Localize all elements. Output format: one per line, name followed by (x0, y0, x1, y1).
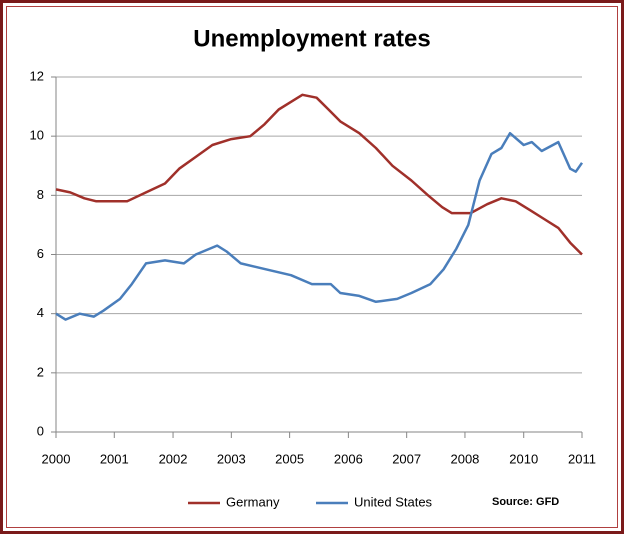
y-tick-label: 8 (37, 187, 44, 202)
series-line (55, 93, 583, 256)
x-tick-label: 2008 (450, 451, 479, 466)
chart-title: Unemployment rates (193, 25, 430, 52)
legend-label: Germany (226, 494, 280, 509)
x-tick-label: 2007 (392, 451, 421, 466)
x-tick-label: 2002 (159, 451, 188, 466)
y-tick-label: 0 (37, 423, 44, 438)
series-line (55, 131, 584, 321)
x-tick-label: 2010 (509, 451, 538, 466)
legend-label: United States (354, 494, 433, 509)
y-tick-label: 12 (30, 68, 44, 83)
x-tick-label: 2005 (275, 451, 304, 466)
source-note: Source: GFD (492, 496, 559, 508)
x-tick-label: 2011 (568, 451, 596, 466)
y-tick-label: 4 (37, 305, 44, 320)
y-tick-label: 2 (37, 364, 44, 379)
inner-frame (6, 6, 618, 528)
x-tick-label: 2000 (42, 451, 71, 466)
x-tick-label: 2003 (217, 451, 246, 466)
x-tick-label: 2006 (334, 451, 363, 466)
y-tick-label: 10 (30, 128, 44, 143)
y-tick-label: 6 (37, 246, 44, 261)
x-tick-label: 2001 (100, 451, 129, 466)
